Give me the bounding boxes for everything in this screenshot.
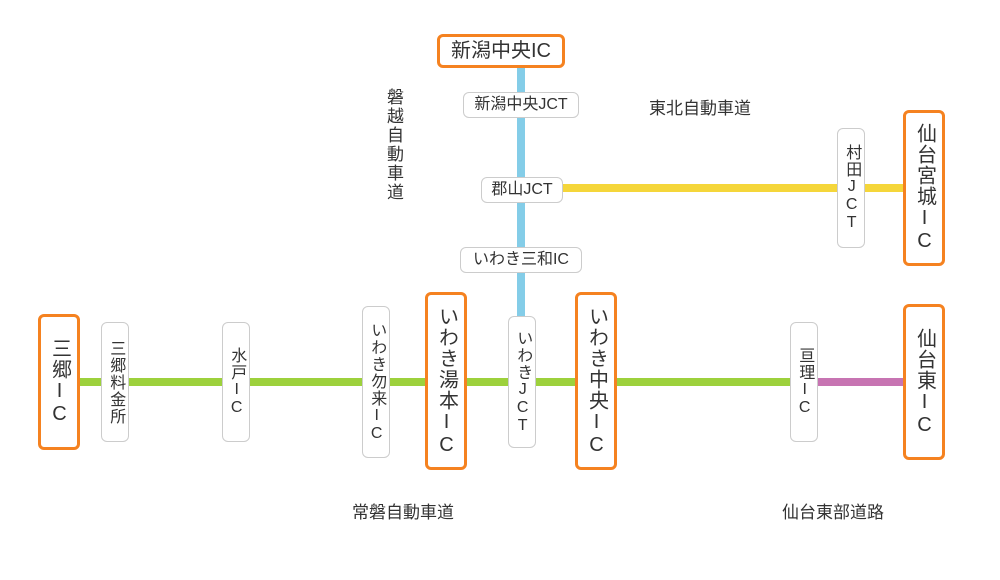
node-label: 新潟中央IC xyxy=(451,40,551,63)
node-iwaki-jct: いわきJCT xyxy=(508,316,536,448)
node-iwaki-miwa-ic: いわき三和IC xyxy=(460,247,582,273)
node-koriyama-jct: 郡山JCT xyxy=(481,177,563,203)
node-label: 村田JCT xyxy=(842,144,860,232)
node-mito-ic: 水戸IC xyxy=(222,322,250,442)
node-label: 新潟中央JCT xyxy=(474,96,567,114)
edge-koriyama-miwa xyxy=(517,200,525,250)
node-label: 水戸IC xyxy=(227,347,245,417)
edge-nakoso-yumoto xyxy=(387,378,429,386)
node-label: 郡山JCT xyxy=(491,181,552,199)
node-misato-ic: 三郷IC xyxy=(38,314,80,450)
node-niigata-chuo-ic: 新潟中央IC xyxy=(437,34,565,68)
node-label: 仙台東IC xyxy=(913,328,936,437)
node-misato-toll: 三郷料金所 xyxy=(101,322,129,442)
node-label: 三郷IC xyxy=(48,338,71,426)
node-murata-jct: 村田JCT xyxy=(837,128,865,248)
label-sendai-tobu-road: 仙台東部道路 xyxy=(782,498,884,523)
edge-watari-sendaie xyxy=(815,378,907,386)
node-sendai-miyagi-ic: 仙台宮城IC xyxy=(903,110,945,266)
edge-koriyama-murata xyxy=(560,184,840,192)
node-label: いわき勿来IC xyxy=(367,322,385,443)
edge-niigata-ic-jct xyxy=(517,64,525,95)
node-label: 亘理IC xyxy=(795,347,813,417)
node-label: いわきJCT xyxy=(513,330,531,435)
edge-misato-toll xyxy=(76,378,104,386)
node-label: いわき湯本IC xyxy=(435,306,458,457)
node-iwaki-yumoto-ic: いわき湯本IC xyxy=(425,292,467,470)
label-joban-expwy: 常磐自動車道 xyxy=(352,498,454,523)
label-tohoku-expwy: 東北自動車道 xyxy=(649,94,751,119)
node-iwaki-chuo-ic: いわき中央IC xyxy=(575,292,617,470)
node-label: いわき三和IC xyxy=(473,251,569,269)
diagram-canvas: 新潟中央IC 新潟中央JCT 郡山JCT いわき三和IC 村田JCT 仙台宮城I… xyxy=(0,0,1000,580)
edge-chuo-watari xyxy=(613,378,793,386)
node-iwaki-nakoso-ic: いわき勿来IC xyxy=(362,306,390,458)
node-niigata-chuo-jct: 新潟中央JCT xyxy=(463,92,579,118)
edge-toll-mito xyxy=(126,378,225,386)
label-banetsu-expwy: 磐越自動車道 xyxy=(381,88,406,202)
node-label: いわき中央IC xyxy=(585,306,608,457)
edge-mito-nakoso xyxy=(247,378,365,386)
node-label: 仙台宮城IC xyxy=(913,123,936,253)
node-watari-ic: 亘理IC xyxy=(790,322,818,442)
node-label: 三郷料金所 xyxy=(106,340,124,425)
edge-niigata-koriyama xyxy=(517,115,525,180)
node-sendai-higashi-ic: 仙台東IC xyxy=(903,304,945,460)
edge-murata-sendaim xyxy=(862,184,907,192)
edge-yumoto-iwakijct xyxy=(463,378,511,386)
edge-iwakijct-chuo xyxy=(533,378,579,386)
